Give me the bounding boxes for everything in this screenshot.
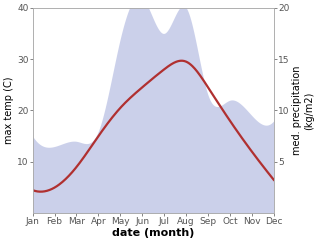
Y-axis label: med. precipitation
(kg/m2): med. precipitation (kg/m2): [292, 66, 314, 155]
Y-axis label: max temp (C): max temp (C): [4, 77, 14, 144]
X-axis label: date (month): date (month): [112, 228, 194, 238]
